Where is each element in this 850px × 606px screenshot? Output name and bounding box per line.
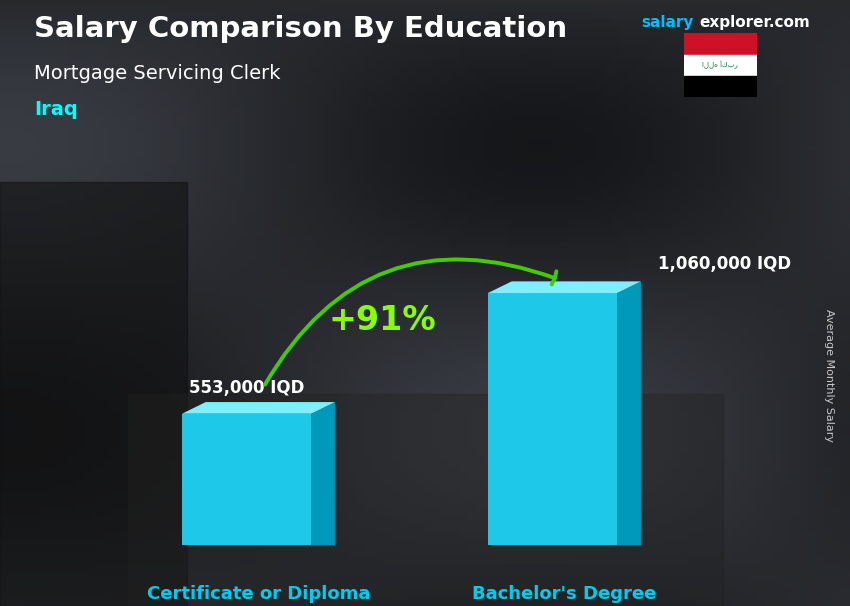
- Text: explorer.com: explorer.com: [700, 15, 810, 30]
- Polygon shape: [311, 402, 335, 545]
- Text: Iraq: Iraq: [34, 100, 77, 119]
- Text: الله أكبر: الله أكبر: [702, 61, 739, 70]
- Text: Mortgage Servicing Clerk: Mortgage Servicing Clerk: [34, 64, 280, 82]
- Bar: [128, 394, 722, 606]
- Text: 1,060,000 IQD: 1,060,000 IQD: [658, 255, 791, 273]
- Bar: [0, 182, 187, 606]
- Text: Salary Comparison By Education: Salary Comparison By Education: [34, 15, 567, 43]
- Polygon shape: [617, 281, 641, 545]
- Bar: [684, 76, 756, 97]
- Text: 553,000 IQD: 553,000 IQD: [189, 379, 304, 397]
- Polygon shape: [182, 402, 335, 414]
- Bar: [684, 33, 756, 55]
- Text: Certificate or Diploma: Certificate or Diploma: [147, 585, 370, 604]
- Bar: [488, 293, 617, 545]
- Text: Bachelor's Degree: Bachelor's Degree: [473, 585, 656, 604]
- Text: salary: salary: [642, 15, 694, 30]
- Text: Average Monthly Salary: Average Monthly Salary: [824, 309, 834, 442]
- Bar: [182, 414, 311, 545]
- Text: +91%: +91%: [329, 304, 436, 337]
- Bar: [684, 55, 756, 76]
- Polygon shape: [488, 281, 641, 293]
